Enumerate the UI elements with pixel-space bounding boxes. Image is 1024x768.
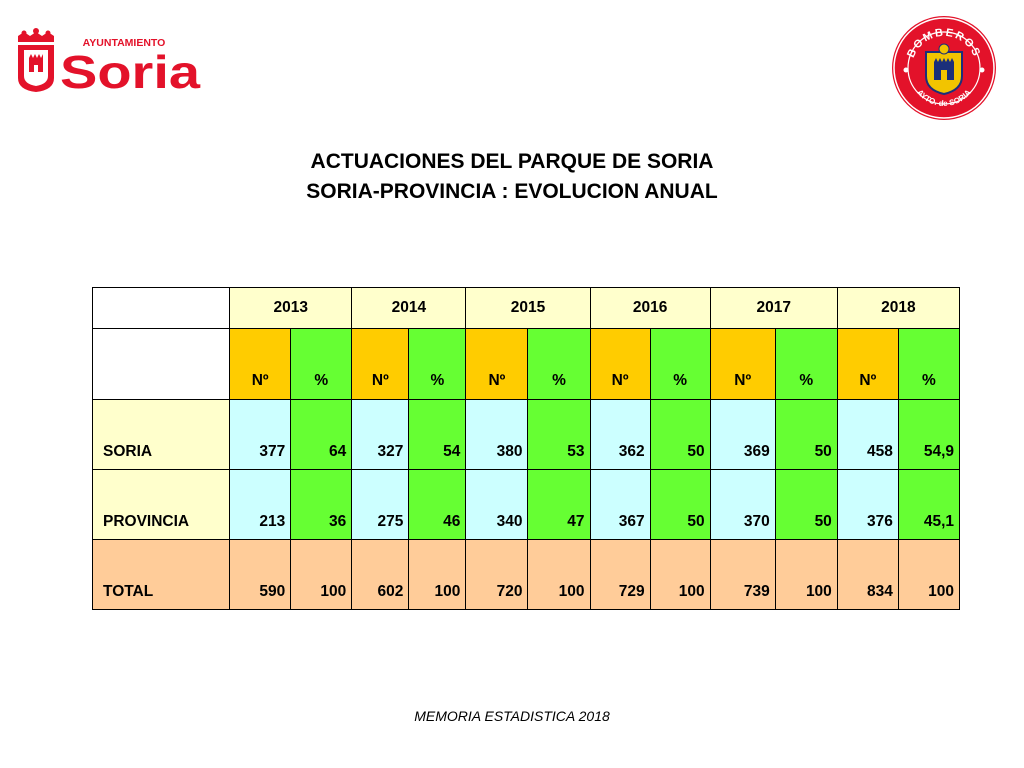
count-cell: 213 — [229, 469, 292, 540]
percent-cell: 50 — [649, 469, 711, 540]
total-cell: 602 — [351, 539, 410, 610]
count-cell: 377 — [229, 399, 292, 470]
soria-crest-icon — [18, 28, 54, 92]
count-cell: 362 — [589, 399, 651, 470]
table-row-provincia: PROVINCIA 213 36 275 46 340 47 367 50 37… — [91, 469, 961, 540]
percent-header: % — [408, 328, 467, 400]
percent-header: % — [897, 328, 961, 400]
count-header: Nº — [709, 328, 776, 400]
percent-cell: 47 — [527, 469, 591, 540]
svg-text:AYUNTAMIENTO: AYUNTAMIENTO — [83, 37, 166, 49]
year-header: 2015 — [465, 287, 591, 329]
table-row-soria: SORIA 377 64 327 54 380 53 362 50 369 50… — [91, 399, 961, 470]
corner-cell — [91, 328, 231, 400]
percent-cell: 50 — [774, 469, 838, 540]
page-title: ACTUACIONES DEL PARQUE DE SORIA — [310, 150, 714, 173]
count-header: Nº — [351, 328, 410, 400]
row-label: TOTAL — [91, 539, 231, 610]
total-cell: 100 — [408, 539, 467, 610]
year-header-row: 2013 2014 2015 2016 2017 2018 — [91, 287, 961, 329]
count-cell: 327 — [351, 399, 410, 470]
percent-cell: 54,9 — [897, 399, 961, 470]
percent-cell: 64 — [290, 399, 353, 470]
percent-cell: 36 — [290, 469, 353, 540]
total-cell: 729 — [589, 539, 651, 610]
percent-cell: 53 — [527, 399, 591, 470]
year-header: 2014 — [351, 287, 467, 329]
count-header: Nº — [229, 328, 292, 400]
count-cell: 380 — [465, 399, 529, 470]
count-cell: 370 — [709, 469, 776, 540]
total-cell: 720 — [465, 539, 529, 610]
table-row-total: TOTAL 590 100 602 100 720 100 729 100 73… — [91, 539, 961, 610]
total-cell: 590 — [229, 539, 292, 610]
count-cell: 369 — [709, 399, 776, 470]
count-header: Nº — [836, 328, 899, 400]
year-header: 2018 — [836, 287, 961, 329]
row-label: SORIA — [91, 399, 231, 470]
percent-header: % — [527, 328, 591, 400]
corner-cell — [91, 287, 231, 329]
percent-header: % — [649, 328, 711, 400]
total-cell: 100 — [649, 539, 711, 610]
total-cell: 100 — [897, 539, 961, 610]
bomberos-crest-icon — [925, 43, 963, 96]
total-cell: 834 — [836, 539, 899, 610]
total-cell: 100 — [290, 539, 353, 610]
percent-cell: 50 — [649, 399, 711, 470]
svg-text:Soria: Soria — [60, 46, 201, 94]
bomberos-logo: BOMBEROS AYTO. de SORIA — [892, 16, 996, 120]
footer-text: MEMORIA ESTADISTICA 2018 — [414, 708, 610, 724]
count-cell: 367 — [589, 469, 651, 540]
page-subtitle: SORIA-PROVINCIA : EVOLUCION ANUAL — [306, 180, 718, 203]
percent-header: % — [774, 328, 838, 400]
year-header: 2017 — [709, 287, 838, 329]
percent-cell: 46 — [408, 469, 467, 540]
percent-cell: 45,1 — [897, 469, 961, 540]
percent-header: % — [290, 328, 353, 400]
count-cell: 458 — [836, 399, 899, 470]
percent-cell: 54 — [408, 399, 467, 470]
count-header: Nº — [589, 328, 651, 400]
count-cell: 340 — [465, 469, 529, 540]
count-cell: 376 — [836, 469, 899, 540]
percent-cell: 50 — [774, 399, 838, 470]
row-label: PROVINCIA — [91, 469, 231, 540]
year-header: 2016 — [589, 287, 711, 329]
statistics-table: 2013 2014 2015 2016 2017 2018 Nº % Nº % … — [91, 287, 961, 610]
count-cell: 275 — [351, 469, 410, 540]
total-cell: 100 — [527, 539, 591, 610]
ayuntamiento-soria-logo: AYUNTAMIENTO Soria — [18, 28, 201, 94]
year-header: 2013 — [229, 287, 353, 329]
count-header: Nº — [465, 328, 529, 400]
unit-header-row: Nº % Nº % Nº % Nº % Nº % Nº % — [91, 328, 961, 400]
total-cell: 739 — [709, 539, 776, 610]
total-cell: 100 — [774, 539, 838, 610]
